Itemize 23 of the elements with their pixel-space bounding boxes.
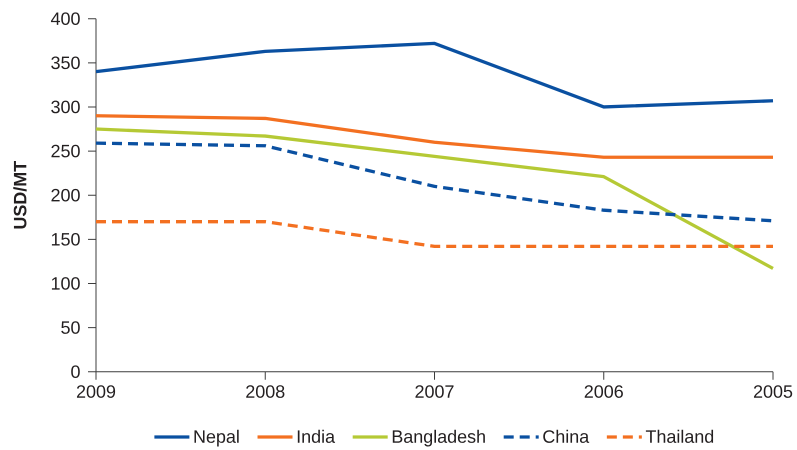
line-series	[94, 127, 775, 270]
y-tick-label: 400	[50, 12, 80, 26]
line-series	[94, 42, 775, 109]
legend-label: China	[543, 430, 590, 443]
y-tick-label: 100	[52, 277, 80, 290]
y-tick-label: 250	[51, 144, 80, 158]
y-tick-label: 0	[71, 365, 80, 378]
line-series	[94, 114, 775, 159]
y-tick-label: 50	[61, 321, 80, 334]
y-tick-label: 150	[52, 232, 80, 246]
x-tick-label: 2006	[584, 385, 623, 398]
x-tick-label: 2008	[246, 385, 284, 398]
y-tick-label: 350	[51, 56, 80, 70]
y-tick-label: 200	[51, 188, 80, 202]
y-tick-label: 300	[51, 100, 80, 114]
legend-label: Bangladesh	[392, 430, 485, 446]
x-tick-label: 2007	[415, 385, 454, 398]
legend-label: India	[298, 430, 336, 443]
x-tick-label: 2009	[76, 385, 116, 398]
x-tick-label: 2005	[754, 385, 792, 398]
legend-label: Thailand	[646, 430, 714, 443]
y-axis-title: USD/MT	[13, 161, 27, 228]
legend-label: Nepal	[194, 430, 239, 446]
